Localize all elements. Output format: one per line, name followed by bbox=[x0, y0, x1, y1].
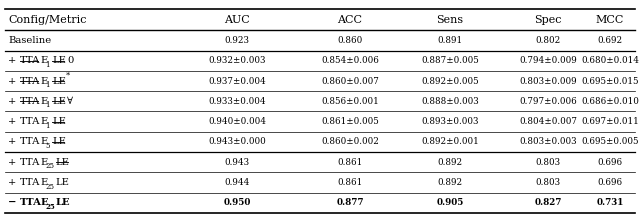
Text: +: + bbox=[8, 77, 19, 85]
Text: 0: 0 bbox=[67, 56, 74, 65]
Text: 1: 1 bbox=[45, 101, 50, 109]
Text: 0.923: 0.923 bbox=[225, 36, 250, 45]
Text: TTA: TTA bbox=[20, 117, 40, 126]
Text: 0.892: 0.892 bbox=[437, 178, 463, 187]
Text: 0.697±0.011: 0.697±0.011 bbox=[581, 117, 639, 126]
Text: 0.680±0.014: 0.680±0.014 bbox=[581, 56, 639, 65]
Text: 0.827: 0.827 bbox=[534, 198, 562, 207]
Text: E: E bbox=[40, 97, 47, 106]
Text: +: + bbox=[8, 97, 19, 106]
Text: AUC: AUC bbox=[224, 15, 250, 25]
Text: +: + bbox=[8, 138, 19, 146]
Text: 0.861: 0.861 bbox=[337, 158, 363, 167]
Text: LE: LE bbox=[52, 77, 66, 85]
Text: 0.892±0.001: 0.892±0.001 bbox=[421, 138, 479, 146]
Text: 0.803±0.009: 0.803±0.009 bbox=[519, 77, 577, 85]
Text: LE: LE bbox=[56, 158, 70, 167]
Text: 1: 1 bbox=[45, 122, 50, 130]
Text: 0.944: 0.944 bbox=[224, 178, 250, 187]
Text: 0.731: 0.731 bbox=[596, 198, 624, 207]
Text: Config/Metric: Config/Metric bbox=[8, 15, 86, 25]
Text: 0.892±0.005: 0.892±0.005 bbox=[421, 77, 479, 85]
Text: 0.696: 0.696 bbox=[597, 178, 623, 187]
Text: 0.932±0.003: 0.932±0.003 bbox=[208, 56, 266, 65]
Text: 0.888±0.003: 0.888±0.003 bbox=[421, 97, 479, 106]
Text: 0.891: 0.891 bbox=[437, 36, 463, 45]
Text: +: + bbox=[8, 56, 19, 65]
Text: 0.861±0.005: 0.861±0.005 bbox=[321, 117, 379, 126]
Text: 0.887±0.005: 0.887±0.005 bbox=[421, 56, 479, 65]
Text: E: E bbox=[40, 56, 47, 65]
Text: 0.804±0.007: 0.804±0.007 bbox=[519, 117, 577, 126]
Text: LE: LE bbox=[56, 198, 70, 207]
Text: 0.695±0.005: 0.695±0.005 bbox=[581, 138, 639, 146]
Text: E: E bbox=[40, 77, 47, 85]
Text: 0.803±0.003: 0.803±0.003 bbox=[519, 138, 577, 146]
Text: TTA: TTA bbox=[20, 178, 40, 187]
Text: 0.797±0.006: 0.797±0.006 bbox=[519, 97, 577, 106]
Text: +: + bbox=[8, 158, 19, 167]
Text: 0.905: 0.905 bbox=[436, 198, 464, 207]
Text: 0.892: 0.892 bbox=[437, 158, 463, 167]
Text: 25: 25 bbox=[45, 162, 54, 170]
Text: LE: LE bbox=[52, 97, 66, 106]
Text: 0.861: 0.861 bbox=[337, 178, 363, 187]
Text: 0.860±0.007: 0.860±0.007 bbox=[321, 77, 379, 85]
Text: −: − bbox=[8, 198, 20, 207]
Text: 25: 25 bbox=[45, 203, 55, 211]
Text: 5: 5 bbox=[45, 142, 50, 150]
Text: LE: LE bbox=[52, 117, 66, 126]
Text: 0.937±0.004: 0.937±0.004 bbox=[208, 77, 266, 85]
Text: LE: LE bbox=[52, 138, 66, 146]
Text: 25: 25 bbox=[45, 183, 54, 191]
Text: ACC: ACC bbox=[337, 15, 362, 25]
Text: TTA: TTA bbox=[20, 138, 40, 146]
Text: ∀: ∀ bbox=[67, 97, 73, 106]
Text: TTA: TTA bbox=[20, 158, 40, 167]
Text: TTA: TTA bbox=[20, 97, 40, 106]
Text: 0.803: 0.803 bbox=[536, 178, 561, 187]
Text: 0.803: 0.803 bbox=[536, 158, 561, 167]
Text: 0.802: 0.802 bbox=[536, 36, 561, 45]
Text: 0.686±0.010: 0.686±0.010 bbox=[581, 97, 639, 106]
Text: E: E bbox=[40, 198, 48, 207]
Text: E: E bbox=[40, 138, 47, 146]
Text: E: E bbox=[40, 178, 47, 187]
Text: 1: 1 bbox=[45, 61, 50, 69]
Text: 0.933±0.004: 0.933±0.004 bbox=[208, 97, 266, 106]
Text: MCC: MCC bbox=[596, 15, 624, 25]
Text: TTA: TTA bbox=[20, 198, 42, 207]
Text: 0.860±0.002: 0.860±0.002 bbox=[321, 138, 379, 146]
Text: E: E bbox=[40, 158, 47, 167]
Text: 0.856±0.001: 0.856±0.001 bbox=[321, 97, 379, 106]
Text: 0.794±0.009: 0.794±0.009 bbox=[519, 56, 577, 65]
Text: LE: LE bbox=[56, 178, 70, 187]
Text: 1: 1 bbox=[45, 81, 50, 89]
Text: 0.950: 0.950 bbox=[223, 198, 251, 207]
Text: 0.943: 0.943 bbox=[225, 158, 250, 167]
Text: E: E bbox=[40, 117, 47, 126]
Text: Baseline: Baseline bbox=[8, 36, 51, 45]
Text: 0.695±0.015: 0.695±0.015 bbox=[581, 77, 639, 85]
Text: 0.893±0.003: 0.893±0.003 bbox=[421, 117, 479, 126]
Text: Spec: Spec bbox=[534, 15, 562, 25]
Text: +: + bbox=[8, 117, 19, 126]
Text: 0.860: 0.860 bbox=[337, 36, 363, 45]
Text: LE: LE bbox=[52, 56, 66, 65]
Text: 0.940±0.004: 0.940±0.004 bbox=[208, 117, 266, 126]
Text: 0.696: 0.696 bbox=[597, 158, 623, 167]
Text: 0.854±0.006: 0.854±0.006 bbox=[321, 56, 379, 65]
Text: TTA: TTA bbox=[20, 77, 40, 85]
Text: 0.943±0.000: 0.943±0.000 bbox=[208, 138, 266, 146]
Text: TTA: TTA bbox=[20, 56, 40, 65]
Text: +: + bbox=[8, 178, 19, 187]
Text: 0.692: 0.692 bbox=[597, 36, 623, 45]
Text: Sens: Sens bbox=[436, 15, 463, 25]
Text: 0.877: 0.877 bbox=[336, 198, 364, 207]
Text: *: * bbox=[66, 71, 70, 79]
